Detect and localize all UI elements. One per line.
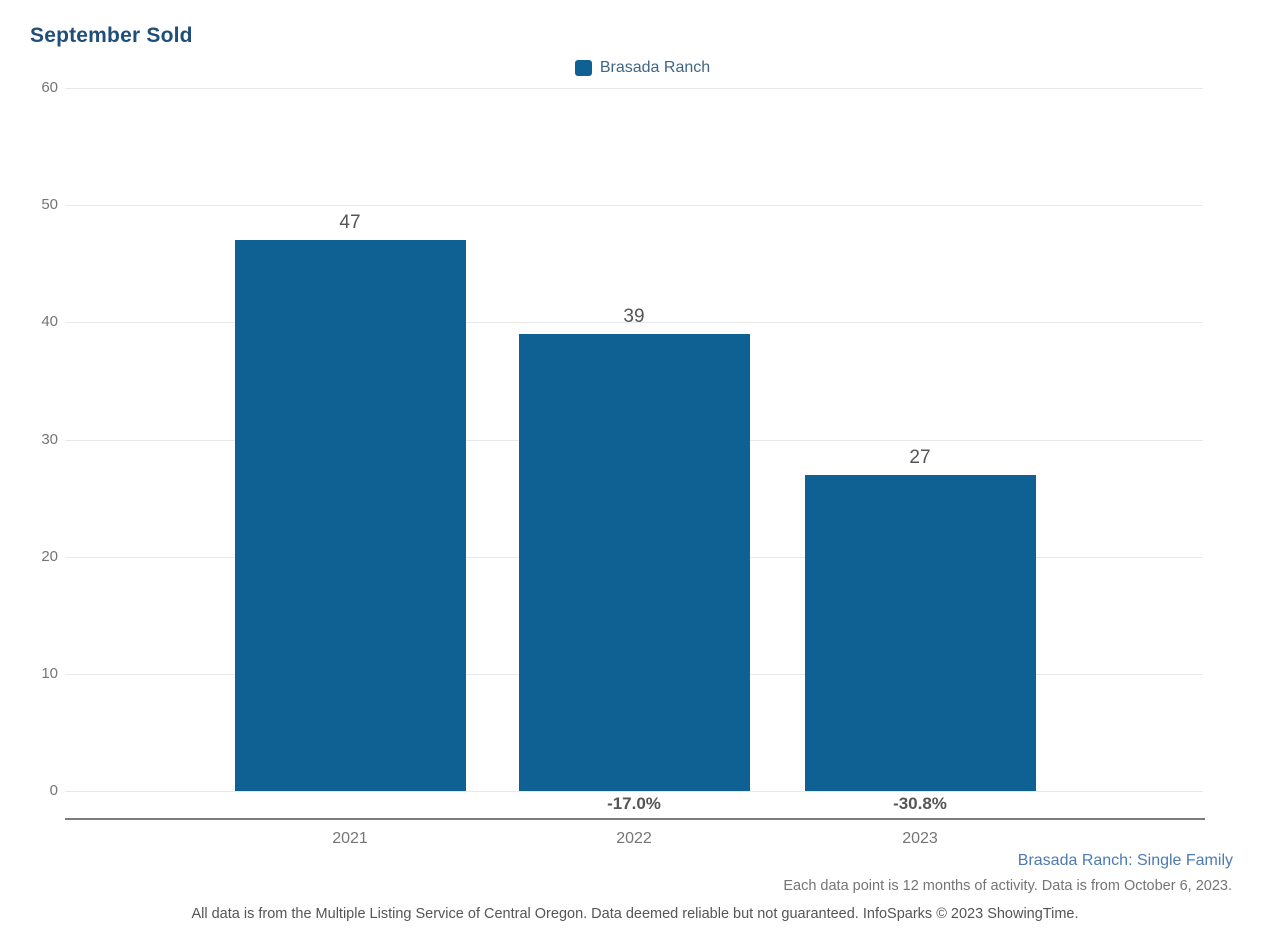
pct-change-label-2023: -30.8% (893, 794, 947, 813)
bar-2022[interactable] (518, 334, 750, 791)
y-tick-label-10: 10 (41, 665, 58, 682)
y-tick-label-40: 40 (41, 313, 58, 330)
y-tick-label-20: 20 (41, 548, 58, 565)
y-tick-label-30: 30 (41, 431, 58, 448)
y-tick-label-60: 60 (41, 79, 58, 96)
value-label-2022: 39 (623, 306, 645, 327)
value-label-2023: 27 (909, 447, 931, 468)
bar-2023[interactable] (804, 475, 1036, 791)
x-axis-label-2022: 2022 (616, 830, 652, 847)
chart-title: September Sold (30, 24, 193, 47)
legend-swatch-icon (574, 60, 592, 76)
y-tick-label-0: 0 (49, 782, 58, 799)
gridline-60 (65, 88, 1203, 89)
gridline-50 (65, 205, 1203, 206)
bar-2021[interactable] (234, 240, 466, 791)
y-tick-label-50: 50 (41, 196, 58, 213)
x-axis-line (65, 818, 1205, 820)
gridline-0 (65, 791, 1203, 792)
data-note: Each data point is 12 months of activity… (783, 878, 1232, 894)
legend[interactable]: Brasada Ranch (0, 57, 1285, 79)
pct-change-label-2022: -17.0% (607, 794, 661, 813)
series-note: Brasada Ranch: Single Family (1017, 852, 1233, 869)
legend-label: Brasada Ranch (599, 59, 711, 76)
gridline-40 (65, 322, 1203, 323)
disclaimer: All data is from the Multiple Listing Se… (191, 906, 1079, 922)
x-axis-label-2021: 2021 (332, 830, 368, 847)
value-label-2021: 47 (339, 212, 361, 233)
x-axis-label-2023: 2023 (902, 830, 938, 847)
